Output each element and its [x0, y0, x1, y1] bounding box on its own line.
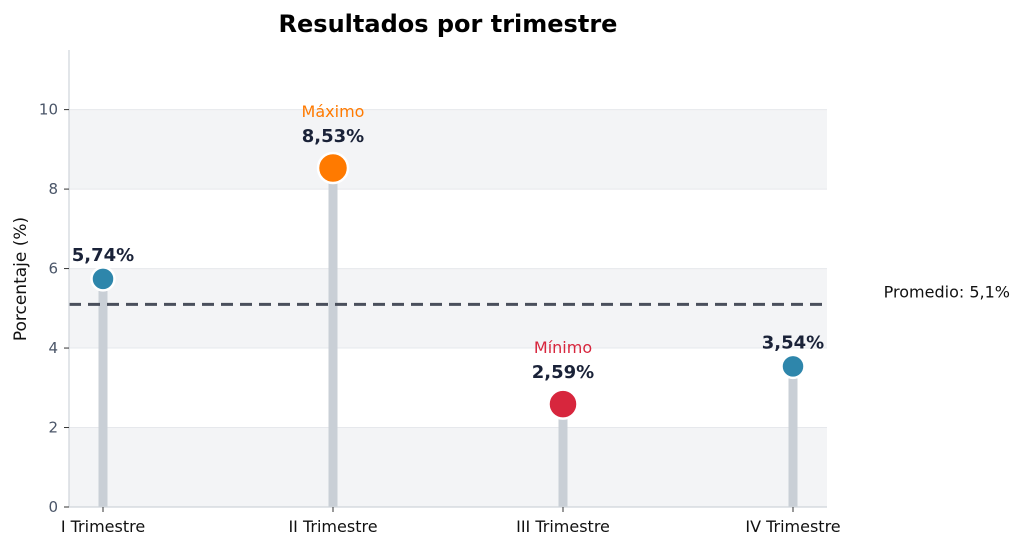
value-label-2: 2,59% — [532, 362, 594, 383]
chart-title: Resultados por trimestre — [279, 10, 618, 38]
annotation-1: Mínimo — [534, 338, 592, 357]
value-label-0: 5,74% — [72, 245, 134, 266]
background-band-2 — [69, 268, 827, 349]
background-band-4 — [69, 109, 827, 190]
point-2 — [547, 388, 579, 420]
point-1 — [316, 151, 350, 185]
y-tick-label-0: 0 — [48, 498, 58, 516]
average-label: Promedio: 5,1% — [884, 282, 1010, 301]
x-tick-label-3: IV Trimestre — [745, 517, 840, 536]
lollipop-stems — [98, 180, 798, 507]
x-tick-label-1: II Trimestre — [288, 517, 377, 536]
x-tick-label-2: III Trimestre — [516, 517, 610, 536]
point-3 — [780, 353, 806, 380]
axes: 0 2 4 6 8 10 I Trimestre II Trimestre III Trimes… — [39, 50, 841, 536]
background-band-0 — [69, 427, 827, 507]
y-tick-label-1: 2 — [48, 419, 58, 437]
y-axis-label: Porcentaje (%) — [11, 217, 31, 341]
y-tick-label-2: 4 — [48, 339, 58, 357]
annotation-0: Máximo — [302, 102, 365, 121]
value-label-1: 8,53% — [302, 126, 364, 147]
value-labels: 5,74% 8,53% 2,59% 3,54% Máximo Mínimo — [72, 102, 824, 383]
y-tick-label-5: 10 — [39, 101, 58, 119]
y-tick-label-4: 8 — [48, 180, 58, 198]
point-0 — [90, 266, 116, 292]
x-tick-label-0: I Trimestre — [61, 517, 145, 536]
y-tick-label-3: 6 — [48, 260, 58, 278]
background-bands — [69, 109, 827, 507]
lollipop-points — [90, 151, 806, 420]
average-line-group: Promedio: 5,1% — [69, 282, 1010, 306]
value-label-3: 3,54% — [762, 332, 824, 353]
